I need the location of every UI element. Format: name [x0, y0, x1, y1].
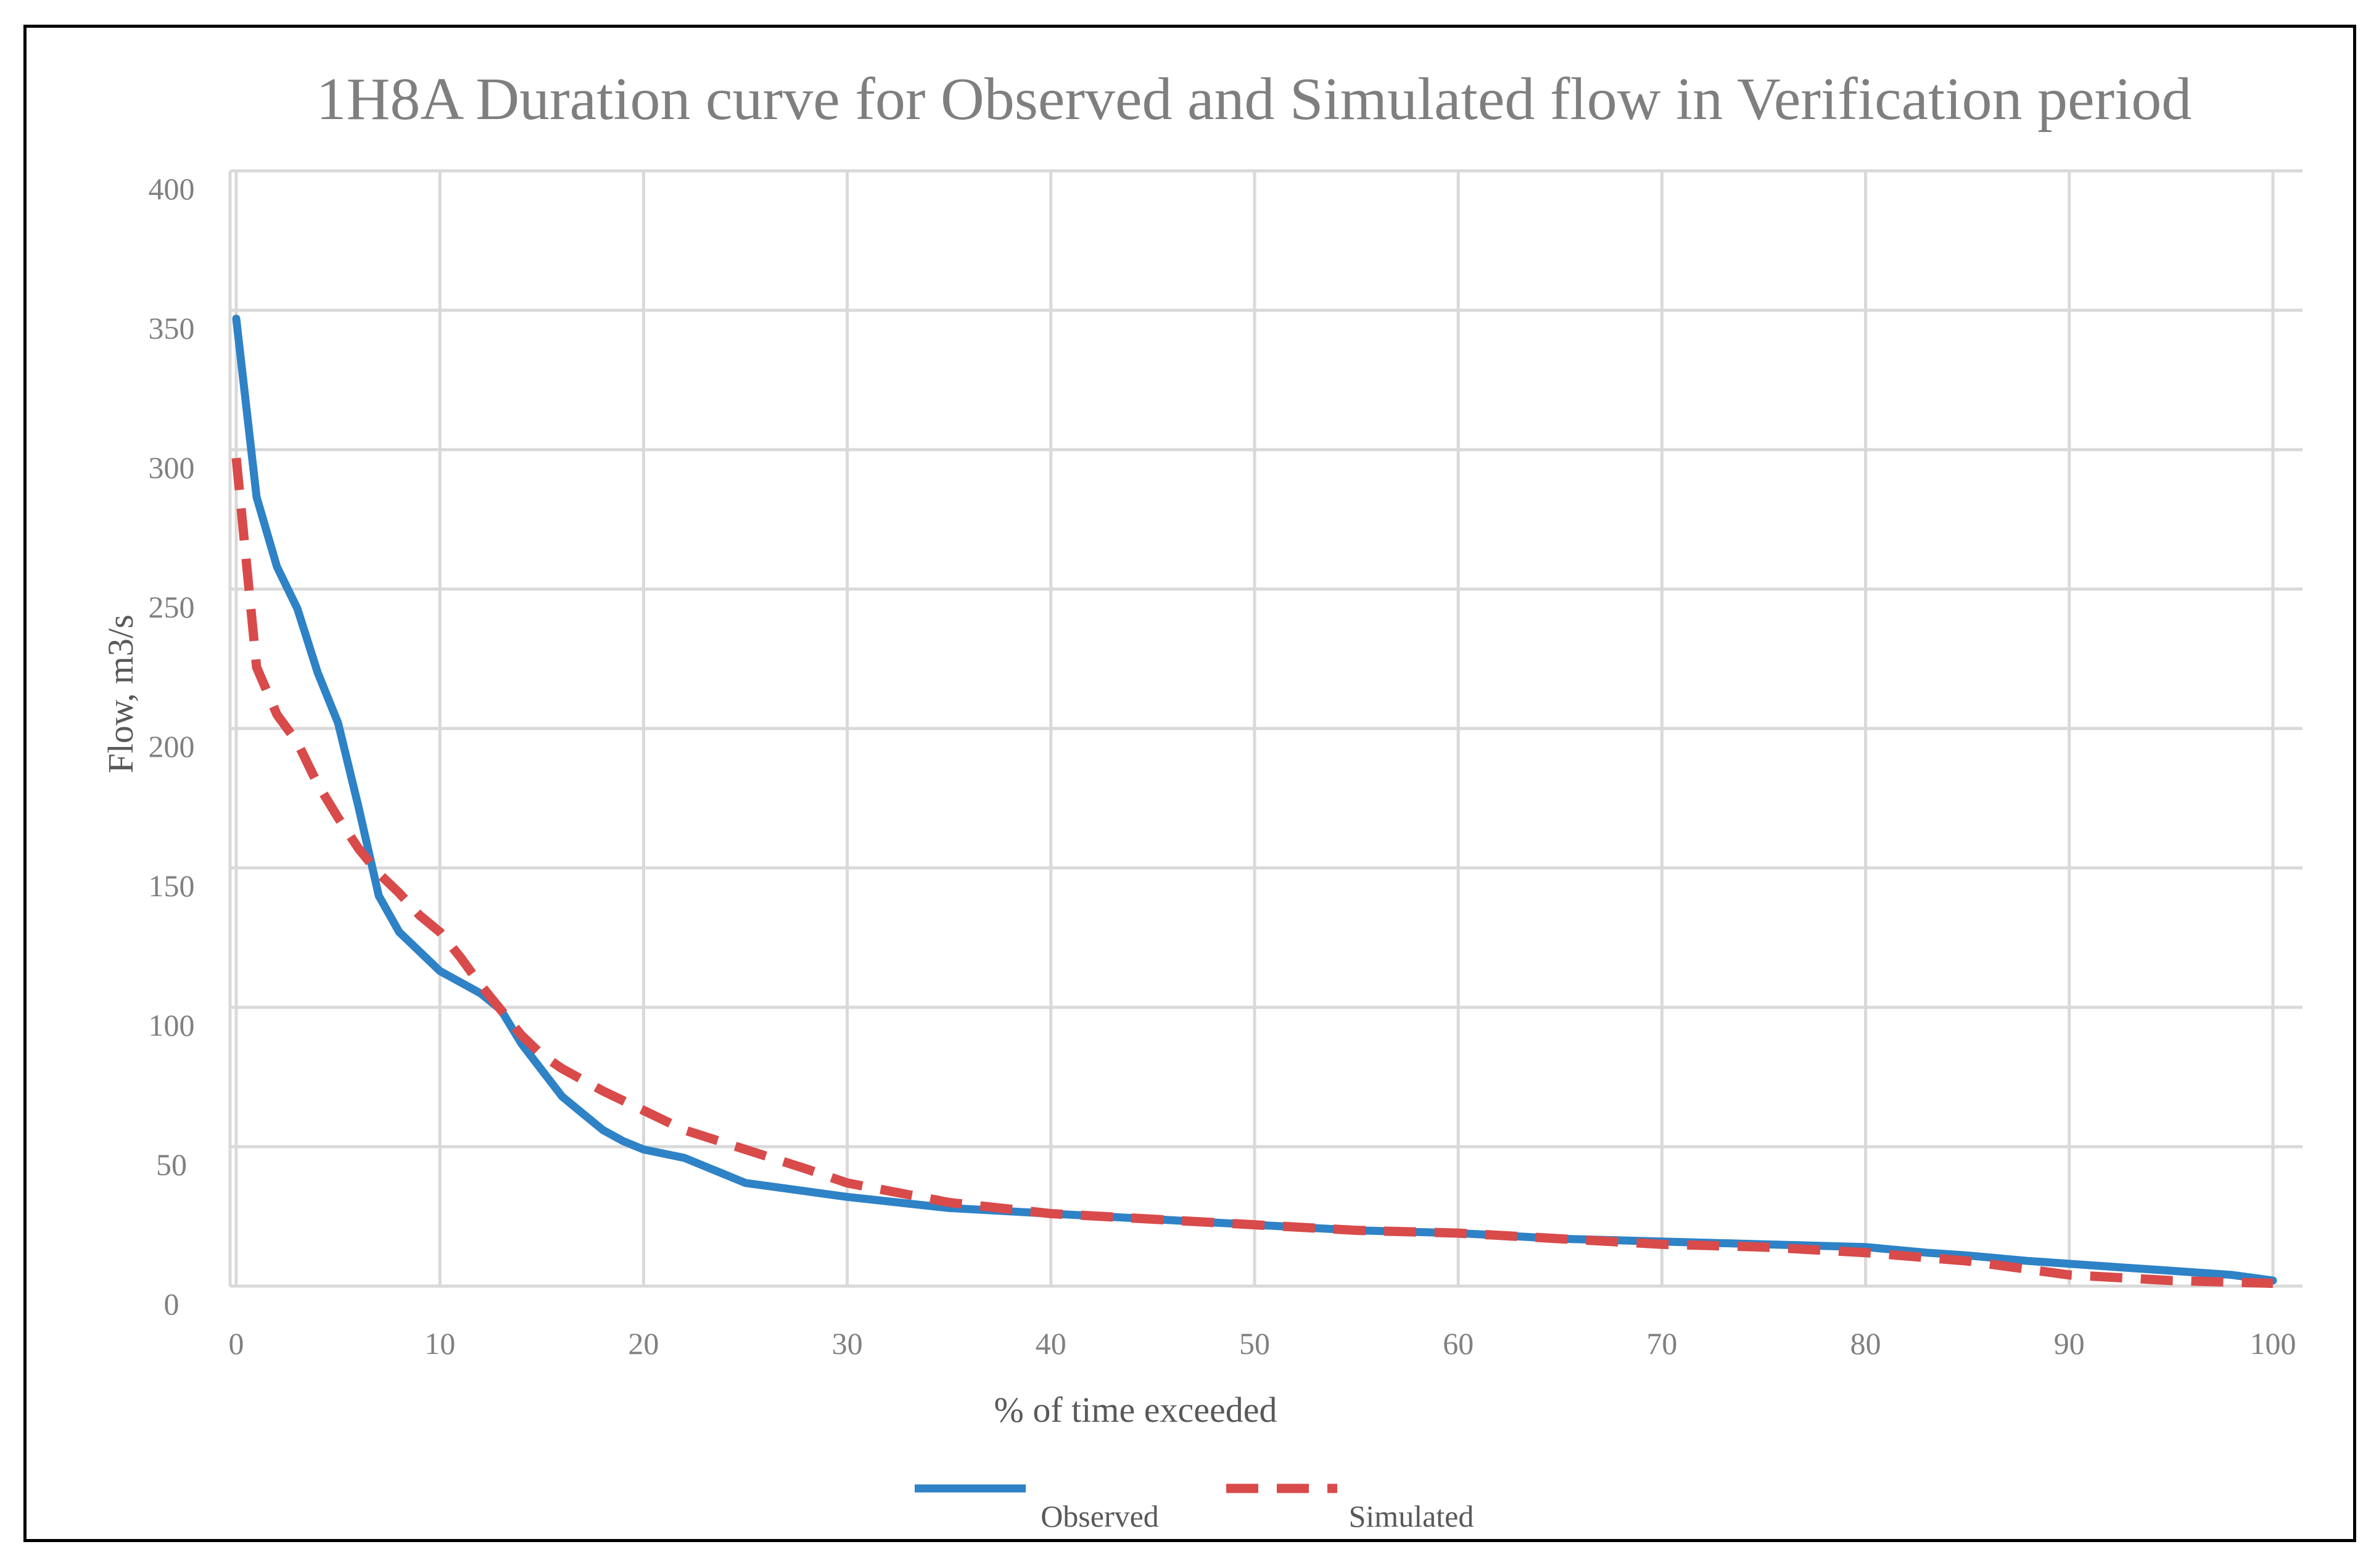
y-tick-label: 400 [149, 171, 195, 206]
x-tick-label: 20 [628, 1326, 659, 1361]
x-tick-label: 50 [1239, 1326, 1270, 1361]
x-tick-label: 70 [1646, 1326, 1677, 1361]
chart-frame: 1H8A Duration curve for Observed and Sim… [23, 25, 2356, 1542]
y-tick-label: 100 [149, 1008, 195, 1042]
y-tick-label: 150 [149, 869, 195, 903]
duration-curve-chart: 1H8A Duration curve for Observed and Sim… [101, 66, 2303, 1533]
x-tick-label: 60 [1443, 1326, 1474, 1361]
x-tick-label: 10 [424, 1326, 455, 1361]
y-axis-title: Flow, m3/s [101, 614, 141, 773]
x-tick-label: 80 [1850, 1326, 1881, 1361]
tick-labels: 0 50 100 150 200 250 300 350 400 0 10 20 30 40 50 60 70 8… [149, 171, 2296, 1361]
y-tick-label: 250 [149, 590, 195, 624]
series-line-observed [232, 315, 2277, 1285]
x-axis-title: % of time exceeded [994, 1390, 1277, 1430]
gridlines [228, 169, 2303, 1288]
x-tick-label: 40 [1036, 1326, 1066, 1361]
x-tick-label: 30 [832, 1326, 863, 1361]
x-tick-label: 90 [2054, 1326, 2085, 1361]
y-tick-label: 50 [156, 1147, 187, 1182]
x-tick-label: 0 [229, 1326, 244, 1361]
chart-title: 1H8A Duration curve for Observed and Sim… [316, 66, 2192, 133]
y-tick-label: 300 [149, 450, 195, 485]
series-lines [231, 315, 2277, 1288]
legend: Observed Simulated [915, 1483, 1474, 1533]
legend-label-observed: Observed [1041, 1499, 1159, 1533]
legend-label-simulated: Simulated [1349, 1499, 1474, 1533]
y-tick-label: 0 [164, 1287, 179, 1321]
series-line-simulated [231, 457, 2274, 1288]
x-tick-label: 100 [2250, 1326, 2296, 1361]
y-tick-label: 350 [149, 311, 195, 345]
y-tick-label: 200 [149, 729, 195, 764]
